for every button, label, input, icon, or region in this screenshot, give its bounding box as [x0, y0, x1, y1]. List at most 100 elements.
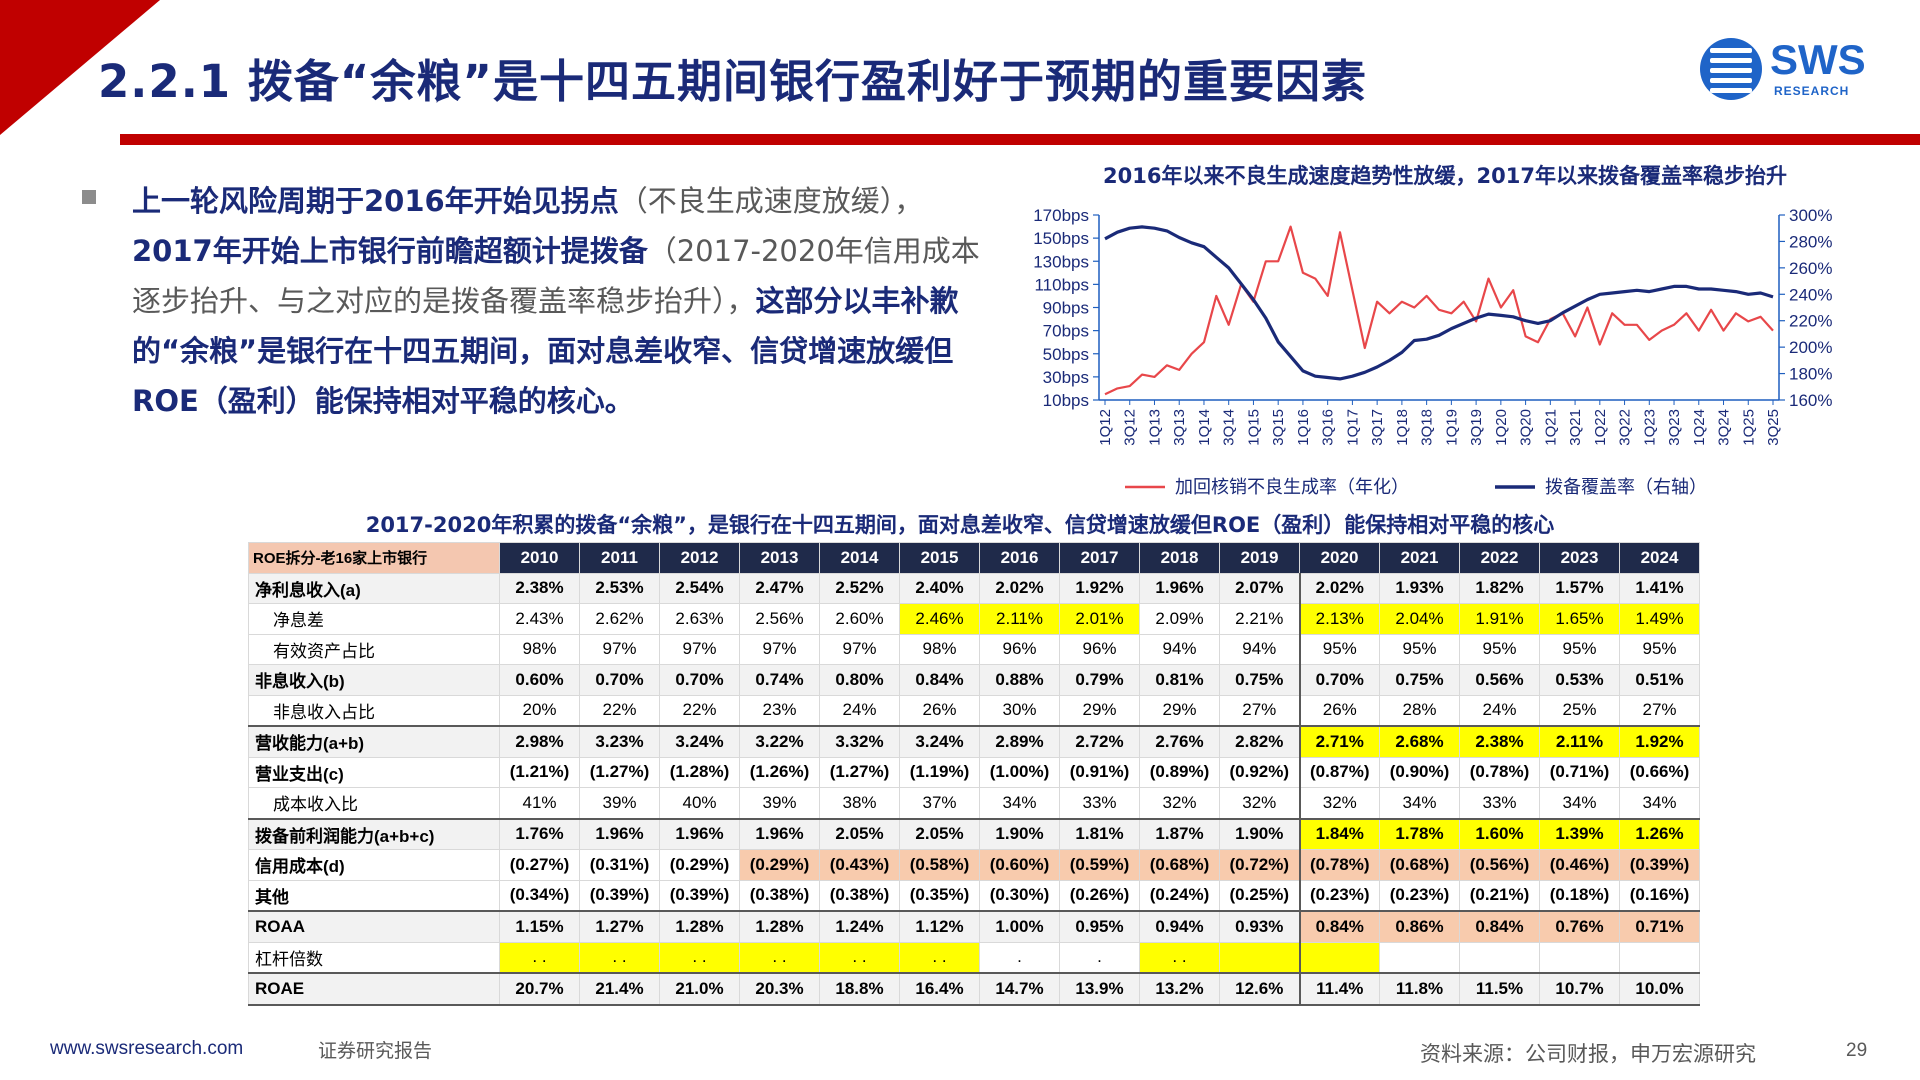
table-cell: 1.96% — [659, 817, 740, 850]
y-left-tick-label: 130bps — [1033, 252, 1089, 271]
bullet-bold-2: 2017年开始上市银行前瞻超额计提拨备 — [132, 234, 648, 268]
table-row: ROAE 20.7% 21.4% 21.0% 20.3% 18.8% 16.4% 14.7% 1… — [248, 972, 1700, 1006]
table-cell: (0.78%) — [1459, 756, 1540, 788]
table-cell: 11.5% — [1459, 972, 1540, 1006]
x-tick-label: 3Q21 — [1567, 409, 1584, 446]
table-cell: 39% — [739, 787, 820, 819]
footer-url[interactable]: www.swsresearch.com — [50, 1038, 244, 1059]
table-cell: 1.12% — [899, 910, 980, 943]
table-cell: (0.60%) — [979, 849, 1060, 881]
table-cell: 2.05% — [819, 817, 900, 850]
legend-npl-label: 加回核销不良生成率（年化） — [1175, 477, 1409, 498]
table-cell: 2.53% — [579, 572, 660, 604]
y-left-tick-label: 50bps — [1043, 345, 1089, 364]
x-tick-label: 3Q14 — [1221, 409, 1238, 446]
table-cell: 2.76% — [1139, 725, 1220, 758]
table-cell: (0.43%) — [819, 849, 900, 881]
table-cell: 0.84% — [1298, 910, 1380, 943]
table-cell: 0.74% — [739, 664, 820, 696]
table-cell: 1.60% — [1459, 817, 1540, 850]
table-cell: (0.68%) — [1379, 849, 1460, 881]
table-cell: (1.19%) — [899, 756, 980, 788]
table-cell — [1298, 941, 1380, 974]
table-cell: 34% — [979, 787, 1060, 819]
table-cell: 1.00% — [979, 910, 1060, 943]
table-cell: 2.56% — [739, 603, 820, 635]
table-cell: 2.62% — [579, 603, 660, 635]
table-cell: 0.76% — [1539, 910, 1620, 943]
table-cell: 1.87% — [1139, 817, 1220, 850]
table-cell: 2.68% — [1379, 725, 1460, 758]
table-cell: (0.38%) — [819, 879, 900, 912]
x-tick-label: 1Q21 — [1542, 409, 1559, 446]
table-cell: 32% — [1298, 787, 1380, 819]
bullet-normal-2: （2017-2020年信用成本逐步抬升、与之对应的是拨备覆盖率稳步抬升）， — [132, 234, 980, 318]
table-cell: 2.04% — [1379, 603, 1460, 635]
x-tick-label: 3Q23 — [1666, 409, 1683, 446]
table-cell: . . — [659, 941, 740, 974]
table-cell: (0.23%) — [1379, 879, 1460, 912]
table-cell: 0.93% — [1219, 910, 1300, 943]
table-cell: 95% — [1539, 633, 1620, 665]
x-tick-label: 1Q20 — [1493, 409, 1510, 446]
y-right-tick-label: 160% — [1789, 391, 1832, 410]
slide-title: 2.2.1 拨备“余粮”是十四五期间银行盈利好于预期的重要因素 — [98, 55, 1367, 108]
table-cell: (1.27%) — [579, 756, 660, 788]
x-tick-label: 3Q19 — [1468, 409, 1485, 446]
table-cell — [1219, 941, 1300, 974]
year-header: 2020 — [1299, 542, 1380, 574]
table-cell: 20.3% — [739, 972, 820, 1006]
slide-header: 2.2.1 拨备“余粮”是十四五期间银行盈利好于预期的重要因素 SWS RESE… — [0, 0, 1920, 145]
legend-coverage-label: 拨备覆盖率（右轴） — [1545, 477, 1707, 498]
table-cell: (0.35%) — [899, 879, 980, 912]
logo-subtext: RESEARCH — [1774, 84, 1850, 98]
year-header: 2015 — [899, 542, 980, 574]
table-cell: (1.00%) — [979, 756, 1060, 788]
table-cell: 28% — [1379, 694, 1460, 727]
table-cell: . . — [1139, 941, 1220, 974]
table-cell: 2.11% — [979, 603, 1060, 635]
x-tick-label: 1Q15 — [1245, 409, 1262, 446]
table-row: 营收能力(a+b) 2.98% 3.23% 3.24% 3.22% 3.32% 3.24% 2… — [248, 725, 1700, 758]
row-label: 信用成本(d) — [248, 849, 500, 881]
x-tick-label: 3Q25 — [1765, 409, 1782, 446]
row-label: 其他 — [248, 879, 500, 912]
table-cell: 2.05% — [899, 817, 980, 850]
table-row: 杠杆倍数. .. .. .. .. .. .... . — [248, 941, 1700, 974]
table-cell: (0.26%) — [1059, 879, 1140, 912]
table-cell: 1.41% — [1619, 572, 1700, 604]
table-cell: 23% — [739, 694, 820, 727]
table-cell: 0.81% — [1139, 664, 1220, 696]
y-left-tick-label: 150bps — [1033, 229, 1089, 248]
table-cell: 98% — [499, 633, 580, 665]
row-label: 净息差 — [248, 603, 500, 635]
bullet-square-icon — [82, 190, 96, 204]
bullet-bold-1: 上一轮风险周期于2016年开始见拐点 — [132, 184, 619, 218]
year-header: 2014 — [819, 542, 900, 574]
table-cell: 2.43% — [499, 603, 580, 635]
table-cell: . . — [899, 941, 980, 974]
table-cell: 2.60% — [819, 603, 900, 635]
table-cell: (0.71%) — [1539, 756, 1620, 788]
table-cell: 2.11% — [1539, 725, 1620, 758]
table-cell: 3.32% — [819, 725, 900, 758]
table-cell: 2.54% — [659, 572, 740, 604]
table-row: 非息收入占比 20% 22% 22% 23% 24% 26% 30% 29% 29% 27% 26% 2… — [248, 694, 1700, 727]
table-cell: 33% — [1059, 787, 1140, 819]
table-cell: 0.70% — [1298, 664, 1380, 696]
table-cell: 25% — [1539, 694, 1620, 727]
table-cell: 0.80% — [819, 664, 900, 696]
table-cell: 94% — [1219, 633, 1300, 665]
npl-generation-line — [1104, 225, 1774, 396]
table-cell: 2.89% — [979, 725, 1060, 758]
row-label: 营收能力(a+b) — [248, 725, 500, 758]
y-left-tick-label: 10bps — [1043, 391, 1089, 410]
row-label: 净利息收入(a) — [248, 572, 500, 604]
table-cell: 24% — [1459, 694, 1540, 727]
y-right-tick-label: 280% — [1789, 232, 1832, 251]
year-header: 2017 — [1059, 542, 1140, 574]
year-header: 2010 — [499, 542, 580, 574]
table-cell: 2.71% — [1298, 725, 1380, 758]
table-cell: 1.76% — [499, 817, 580, 850]
table-cell: 95% — [1459, 633, 1540, 665]
